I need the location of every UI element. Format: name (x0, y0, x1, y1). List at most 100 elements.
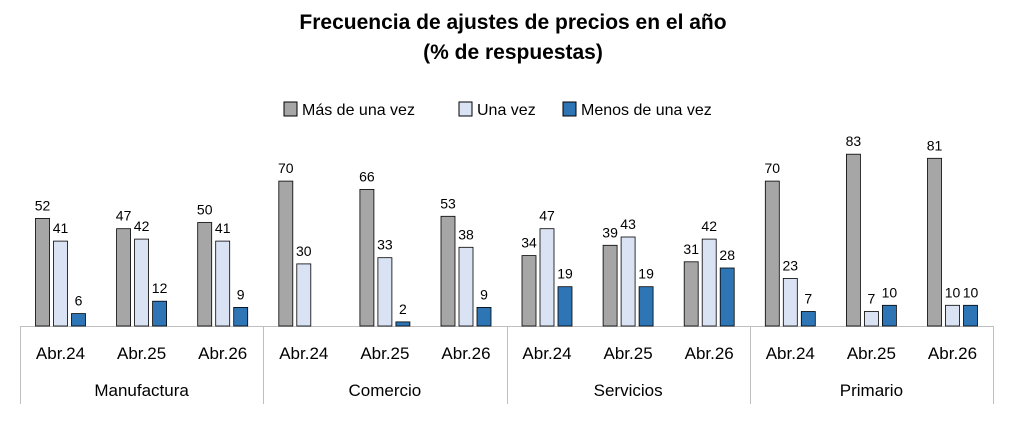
category-label: Abr.26 (685, 344, 734, 363)
data-label: 70 (278, 160, 294, 176)
bar-servicios-abr-26-una-vez (701, 238, 717, 327)
data-label: 50 (197, 202, 213, 218)
data-label: 42 (701, 218, 717, 234)
legend-item-menos-de-una-vez: Menos de una vez (562, 101, 712, 119)
category-label: Abr.24 (766, 344, 815, 363)
data-label: 9 (480, 286, 488, 302)
data-label: 43 (620, 216, 636, 232)
bar-manufactura-abr-24-menos-de-una-vez (71, 313, 86, 327)
bar-manufactura-abr-26-mas-de-una-vez (197, 222, 213, 327)
bar-comercio-abr-26-mas-de-una-vez (440, 215, 456, 327)
chart-title: Frecuencia de ajustes de precios en el a… (299, 11, 726, 34)
bar-servicios-abr-25-mas-de-una-vez (602, 244, 618, 327)
bar-comercio-abr-24-una-vez (296, 263, 312, 327)
bar-manufactura-abr-25-mas-de-una-vez (116, 228, 131, 327)
bar-comercio-abr-25-una-vez (377, 257, 393, 327)
data-label: 30 (296, 243, 312, 259)
data-label: 19 (638, 266, 654, 282)
data-label: 19 (557, 266, 573, 282)
bar-servicios-abr-24-mas-de-una-vez (521, 255, 537, 327)
bar-primario-abr-26-menos-de-una-vez (963, 304, 978, 327)
group-label: Servicios (594, 381, 663, 400)
legend-label-menos-de-una-vez: Menos de una vez (581, 102, 712, 119)
category-label: Abr.25 (847, 344, 896, 363)
bar-servicios-abr-25-menos-de-una-vez (638, 286, 654, 327)
legend: Más de una vez Una vez Menos de una vez (283, 101, 712, 119)
data-label: 41 (215, 220, 231, 236)
bar-comercio-abr-24-mas-de-una-vez (278, 180, 294, 327)
bar-manufactura-abr-24-una-vez (53, 240, 68, 327)
legend-label-una-vez: Una vez (477, 102, 536, 119)
group-label: Manufactura (94, 381, 189, 400)
bar-primario-abr-24-mas-de-una-vez (764, 180, 780, 327)
data-label: 34 (521, 235, 537, 251)
bar-manufactura-abr-24-mas-de-una-vez (35, 217, 50, 327)
data-label: 53 (440, 195, 456, 211)
group-manufactura: 52416Abr.24474212Abr.2550419Abr.26Manufa… (35, 197, 249, 400)
data-label: 10 (963, 284, 979, 300)
data-label: 81 (927, 137, 943, 153)
bar-manufactura-abr-25-una-vez (134, 238, 150, 327)
bar-primario-abr-24-una-vez (782, 277, 798, 327)
bar-servicios-abr-26-mas-de-una-vez (683, 261, 699, 327)
plot-area: 52416Abr.24474212Abr.2550419Abr.26Manufa… (20, 133, 994, 404)
data-label: 2 (399, 301, 407, 317)
data-label: 66 (359, 168, 375, 184)
bar-comercio-abr-26-una-vez (458, 246, 474, 327)
legend-swatch-menos-de-una-vez (562, 101, 577, 117)
data-label: 70 (765, 160, 781, 176)
category-label: Abr.24 (279, 344, 328, 363)
category-label: Abr.25 (360, 344, 409, 363)
bar-primario-abr-25-mas-de-una-vez (846, 153, 861, 327)
data-label: 47 (116, 208, 132, 224)
data-label: 41 (53, 220, 69, 236)
bar-primario-abr-25-una-vez (864, 311, 879, 327)
data-label: 28 (719, 247, 735, 263)
bar-comercio-abr-26-menos-de-una-vez (476, 306, 492, 327)
data-label: 38 (458, 226, 474, 242)
bar-servicios-abr-24-menos-de-una-vez (557, 286, 573, 327)
data-label: 10 (945, 284, 961, 300)
category-label: Abr.26 (441, 344, 490, 363)
group-label: Primario (840, 381, 903, 400)
data-label: 7 (868, 291, 876, 307)
data-label: 7 (804, 291, 812, 307)
bar-manufactura-abr-25-menos-de-una-vez (152, 300, 168, 327)
data-label: 39 (602, 224, 618, 240)
bar-servicios-abr-26-menos-de-una-vez (719, 267, 735, 327)
bar-manufactura-abr-26-menos-de-una-vez (233, 306, 249, 327)
bar-primario-abr-26-una-vez (945, 304, 960, 327)
category-label: Abr.26 (198, 344, 247, 363)
data-label: 47 (539, 208, 555, 224)
data-label: 31 (683, 241, 699, 257)
category-label: Abr.26 (928, 344, 977, 363)
legend-label-mas-de-una-vez: Más de una vez (302, 102, 415, 119)
bar-servicios-abr-25-una-vez (620, 236, 636, 327)
bar-comercio-abr-25-menos-de-una-vez (395, 321, 411, 327)
bar-primario-abr-24-menos-de-una-vez (800, 311, 816, 327)
data-label: 9 (237, 286, 245, 302)
data-label: 6 (75, 293, 83, 309)
category-label: Abr.25 (117, 344, 166, 363)
data-label: 33 (377, 237, 393, 253)
bar-primario-abr-25-menos-de-una-vez (882, 304, 897, 327)
data-label: 23 (783, 257, 799, 273)
chart-subtitle: (% de respuestas) (423, 41, 603, 64)
legend-swatch-mas-de-una-vez (283, 101, 298, 117)
data-label: 10 (882, 284, 898, 300)
legend-item-mas-de-una-vez: Más de una vez (283, 101, 415, 119)
data-label: 83 (846, 133, 862, 149)
group-label: Comercio (349, 381, 422, 400)
category-label: Abr.24 (522, 344, 571, 363)
bar-manufactura-abr-26-una-vez (215, 240, 231, 327)
bar-servicios-abr-24-una-vez (539, 228, 555, 327)
data-label: 52 (35, 197, 51, 213)
bar-comercio-abr-25-mas-de-una-vez (359, 188, 375, 327)
category-label: Abr.25 (604, 344, 653, 363)
legend-item-una-vez: Una vez (458, 101, 536, 119)
bar-primario-abr-26-mas-de-una-vez (927, 157, 942, 327)
